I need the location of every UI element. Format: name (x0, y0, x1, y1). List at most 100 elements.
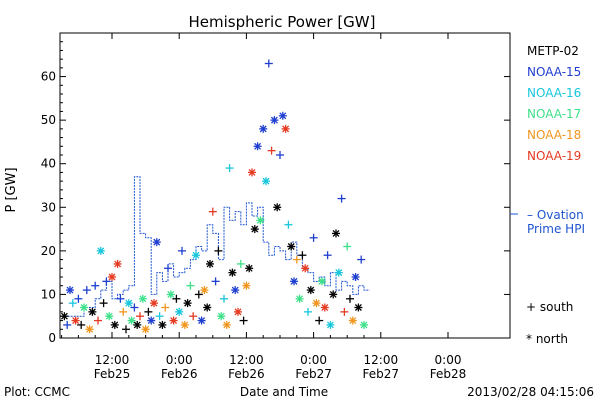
marker-stroke (111, 321, 119, 329)
x-tick-date: Feb27 (295, 367, 332, 381)
marker-stroke (262, 177, 270, 185)
marker-stroke (198, 317, 206, 325)
north-point (287, 242, 296, 251)
marker-stroke (248, 168, 256, 176)
south-point (102, 277, 111, 286)
south-point (161, 303, 170, 312)
marker-stroke (318, 277, 326, 285)
south-point (122, 325, 130, 334)
marker-stroke (234, 308, 242, 316)
marker-stroke (181, 321, 189, 329)
x-tick-date: Feb26 (161, 367, 198, 381)
north-point (206, 259, 214, 268)
south-point (63, 320, 72, 329)
south-point (357, 255, 366, 264)
south-point (292, 255, 301, 264)
x-tick-date: Feb26 (228, 367, 265, 381)
ovation-series-line (61, 176, 370, 317)
south-point (298, 251, 307, 260)
legend-satellite: NOAA-15 (527, 65, 581, 79)
north-point (80, 303, 88, 312)
north-point (234, 307, 242, 316)
legend-satellite: NOAA-18 (527, 128, 581, 142)
south-point (77, 320, 86, 329)
north-point (150, 299, 158, 308)
y-tick-label: 10 (41, 287, 56, 301)
marker-stroke (114, 260, 122, 268)
marker-stroke (206, 260, 214, 268)
north-point (329, 290, 338, 299)
north-point (108, 273, 116, 281)
north-point (60, 312, 69, 321)
marker-stroke (147, 317, 155, 325)
south-point (172, 294, 181, 303)
south-point (155, 312, 164, 321)
north-legend: * north (526, 332, 568, 346)
marker-stroke (167, 290, 175, 298)
north-point (290, 277, 298, 286)
legend: METP-02 NOAA-15 NOAA-16 NOAA-17 NOAA-18 NOAA-… (527, 44, 581, 163)
y-tick-label: 30 (41, 200, 56, 214)
x-tick-time: 0:00 (435, 353, 462, 367)
north-point (71, 316, 80, 325)
north-point (312, 299, 321, 308)
footer-plot-source: Plot: CCMC (4, 385, 70, 399)
north-point (217, 312, 226, 321)
south-point (284, 220, 293, 229)
marker-stroke (349, 317, 357, 325)
marker-stroke (242, 282, 250, 290)
marker-stroke (88, 308, 96, 316)
marker-stroke (287, 243, 295, 250)
north-point (351, 273, 360, 281)
x-axis-label: Date and Time (240, 385, 328, 399)
north-point (127, 316, 136, 325)
north-point (253, 142, 262, 151)
south-point (164, 264, 172, 273)
y-tick-label: 0 (48, 331, 56, 345)
footer-timestamp: 2013/02/28 04:15:06 (467, 385, 594, 399)
north-point (124, 299, 133, 308)
north-point (348, 316, 357, 325)
plot-frame (59, 32, 511, 339)
marker-stroke (329, 290, 337, 298)
south-point (309, 233, 318, 242)
marker-stroke (279, 112, 287, 120)
south-point (68, 299, 77, 308)
marker-stroke (217, 312, 225, 320)
marker-stroke (150, 299, 158, 307)
marker-stroke (223, 321, 231, 329)
south-point (346, 294, 354, 303)
north-point (270, 116, 279, 125)
south-point (211, 277, 220, 286)
legend-satellite: NOAA-17 (527, 107, 581, 121)
marker-stroke (97, 247, 105, 255)
y-tick-label: 60 (41, 70, 56, 84)
south-point (74, 294, 83, 303)
north-point (320, 303, 329, 312)
marker-stroke (312, 299, 320, 307)
south-point (276, 151, 284, 159)
north-point (175, 307, 184, 316)
north-point (318, 277, 326, 286)
x-tick-labels: 12:00Feb250:00Feb2612:00Feb260:00Feb2712… (94, 353, 467, 381)
south-point (225, 164, 234, 173)
marker-stroke (80, 304, 88, 311)
x-tick-date: Feb28 (430, 367, 467, 381)
legend-satellite: NOAA-19 (527, 149, 581, 163)
north-point (334, 268, 343, 277)
legend-satellite: METP-02 (527, 44, 579, 58)
marker-stroke (158, 321, 166, 329)
marker-stroke (273, 203, 281, 211)
marker-stroke (108, 273, 116, 281)
south-point (178, 246, 186, 255)
south-point (130, 303, 139, 312)
ovation-legend-label-1: – Ovation (527, 208, 584, 222)
marker-stroke (352, 273, 360, 281)
north-point (245, 264, 254, 273)
north-point (85, 325, 94, 334)
north-point (248, 168, 256, 177)
marker-stroke (60, 312, 68, 320)
north-point (133, 320, 142, 329)
marker-stroke (282, 125, 290, 133)
